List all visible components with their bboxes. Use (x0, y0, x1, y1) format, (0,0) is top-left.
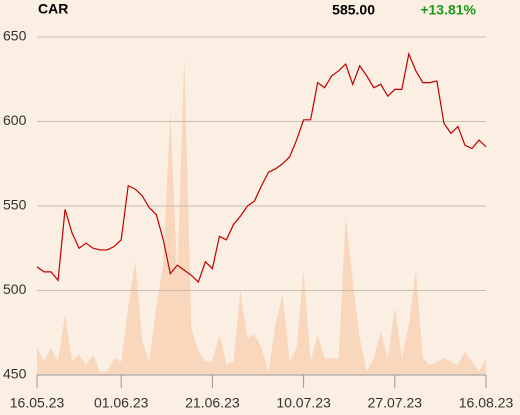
x-tick-label: 27.07.23 (368, 395, 423, 411)
x-tick-label: 10.07.23 (276, 395, 331, 411)
y-tick-label: 450 (3, 366, 27, 382)
price-line (36, 51, 487, 284)
y-tick-label: 600 (3, 112, 27, 128)
symbol: CAR (38, 1, 68, 17)
change: +13.81% (420, 2, 476, 18)
x-tick-label: 16.08.23 (459, 395, 514, 411)
x-tick-label: 16.05.23 (10, 395, 65, 411)
x-tick-label: 01.06.23 (94, 395, 149, 411)
price: 585.00 (332, 2, 375, 18)
y-tick-label: 650 (3, 28, 27, 44)
y-tick-label: 550 (3, 197, 27, 213)
y-tick-label: 500 (3, 281, 27, 297)
x-tick-label: 21.06.23 (185, 395, 240, 411)
